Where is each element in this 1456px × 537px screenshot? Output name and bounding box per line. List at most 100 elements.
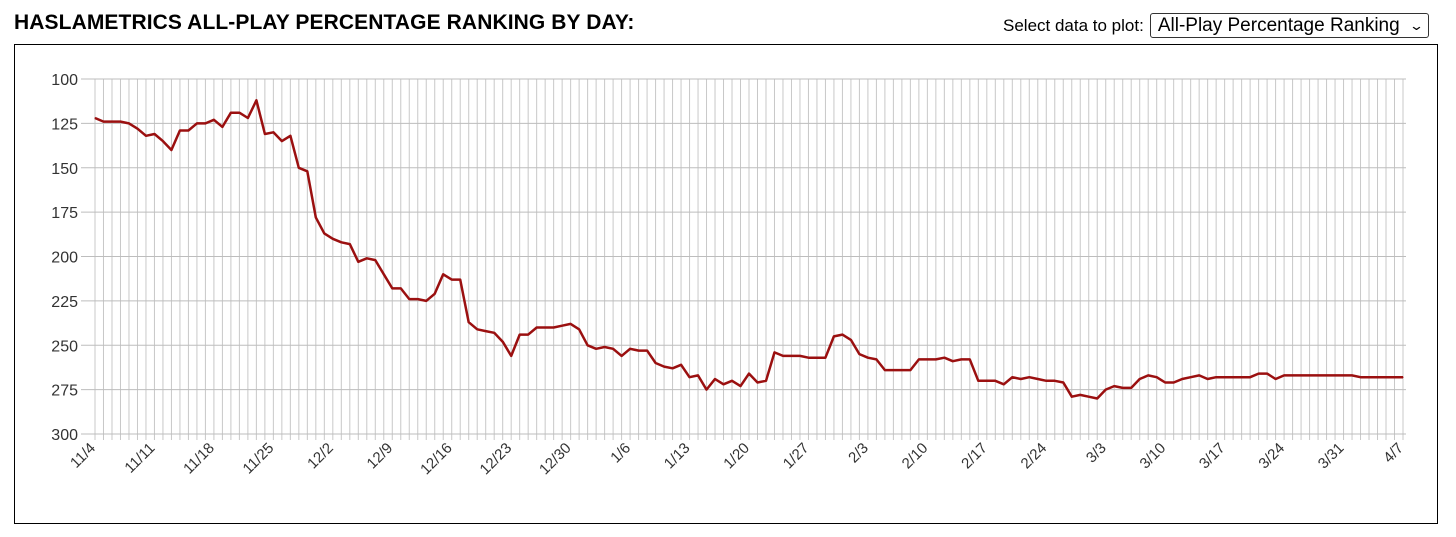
data-point <box>510 355 512 357</box>
data-point <box>1003 383 1005 385</box>
data-point <box>281 140 283 142</box>
data-point <box>128 122 130 124</box>
data-point <box>1368 376 1370 378</box>
data-point <box>1385 376 1387 378</box>
data-point <box>136 128 139 130</box>
data-point <box>221 126 224 128</box>
data-point <box>1054 380 1056 382</box>
data-point <box>332 238 334 240</box>
data-point <box>816 357 818 359</box>
data-point <box>1325 374 1328 377</box>
data-point <box>1291 374 1294 377</box>
y-tick-label: 300 <box>51 427 78 444</box>
x-tick-label: 2/3 <box>845 440 872 467</box>
data-point <box>102 121 105 123</box>
data-point <box>1037 378 1039 380</box>
data-point <box>756 381 759 384</box>
data-point <box>366 257 368 259</box>
data-point <box>867 357 869 359</box>
data-point <box>1079 394 1081 396</box>
y-tick-label: 175 <box>51 205 78 222</box>
x-tick-label: 1/13 <box>661 440 694 473</box>
x-axis-ticks: 11/4 11/11 11/18 11/25 12/2 12/9 12/16 12/23 12/… <box>67 440 1407 479</box>
data-point <box>892 369 894 371</box>
data-point <box>952 360 954 362</box>
data-point <box>977 380 979 382</box>
y-tick-label: 125 <box>51 116 78 133</box>
y-tick-label: 275 <box>51 383 78 400</box>
data-point <box>1283 374 1285 377</box>
x-tick-label: 3/10 <box>1137 440 1170 473</box>
y-tick-label: 150 <box>51 161 78 178</box>
data-point <box>434 293 436 295</box>
data-point <box>1393 376 1396 378</box>
data-point <box>1258 373 1260 375</box>
y-axis-ticks: 100 125 150 175 200 225 250 275 300 <box>51 72 78 444</box>
data-point <box>1071 396 1073 398</box>
data-point <box>187 129 190 132</box>
x-tick-label: 12/30 <box>536 440 575 479</box>
data-selector-group: Select data to plot: All-Play Percentage… <box>1003 12 1429 39</box>
x-tick-label: 2/17 <box>958 440 991 473</box>
data-point <box>858 353 861 355</box>
data-point <box>527 334 529 336</box>
data-point <box>595 348 597 350</box>
data-point <box>1342 374 1345 377</box>
select-label: Select data to plot: <box>1003 15 1144 35</box>
vertical-grid <box>94 79 1404 440</box>
data-point <box>841 334 844 336</box>
data-point <box>1122 387 1124 389</box>
data-select-dropdown[interactable]: All-Play Percentage Ranking ⌄ <box>1149 13 1429 38</box>
x-tick-label: 1/27 <box>780 440 813 473</box>
data-point <box>1020 378 1022 380</box>
data-point <box>1207 378 1209 380</box>
data-point <box>111 121 113 123</box>
data-point <box>901 369 903 371</box>
data-point <box>145 135 147 137</box>
data-point <box>179 129 181 132</box>
data-point <box>909 369 911 371</box>
data-point <box>544 326 546 329</box>
data-point <box>255 99 257 101</box>
data-point <box>850 339 852 341</box>
data-point <box>986 380 988 382</box>
x-tick-label: 4/7 <box>1380 440 1407 467</box>
x-tick-label: 3/31 <box>1315 440 1348 473</box>
horizontal-grid <box>81 78 1406 435</box>
data-point <box>1334 374 1336 377</box>
data-point <box>442 273 444 275</box>
select-value: All-Play Percentage Ranking <box>1157 14 1400 36</box>
data-point <box>782 355 784 357</box>
data-point <box>1045 380 1047 382</box>
data-point <box>1249 376 1251 378</box>
data-point <box>94 117 96 119</box>
series-layer <box>94 99 1404 400</box>
data-point <box>340 241 342 243</box>
y-tick-label: 200 <box>51 250 78 267</box>
data-point <box>553 326 555 329</box>
data-point <box>697 374 699 377</box>
data-point <box>1105 389 1107 391</box>
x-tick-label: 11/18 <box>180 440 218 478</box>
data-point <box>519 334 521 336</box>
data-point <box>493 332 495 334</box>
x-tick-label: 12/23 <box>477 440 516 479</box>
data-point <box>315 216 317 219</box>
data-point <box>587 344 589 346</box>
data-point <box>1351 374 1353 377</box>
data-point <box>722 383 725 385</box>
data-point <box>824 357 827 359</box>
data-point <box>578 328 580 330</box>
data-point <box>918 358 920 361</box>
data-point <box>1147 374 1149 377</box>
x-tick-label: 3/24 <box>1255 440 1288 473</box>
data-point <box>637 349 640 352</box>
data-point <box>349 243 351 245</box>
data-point <box>1164 381 1166 384</box>
data-point <box>272 131 274 133</box>
data-point <box>1130 387 1132 389</box>
data-point <box>646 349 648 352</box>
data-point <box>833 335 835 337</box>
data-point <box>1308 374 1311 377</box>
